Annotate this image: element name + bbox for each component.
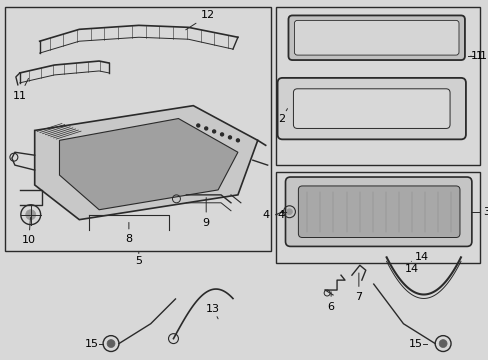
Text: 9: 9 — [202, 198, 209, 228]
Circle shape — [286, 209, 292, 215]
Text: 2: 2 — [277, 109, 287, 123]
Text: 13: 13 — [206, 304, 220, 319]
Text: 4: 4 — [276, 210, 284, 220]
Text: 8: 8 — [125, 222, 132, 244]
FancyBboxPatch shape — [288, 15, 464, 60]
Circle shape — [228, 136, 231, 139]
Circle shape — [236, 139, 239, 142]
Circle shape — [212, 130, 215, 133]
Text: 15: 15 — [408, 338, 423, 348]
Text: 7: 7 — [355, 273, 362, 302]
Text: 6: 6 — [327, 292, 334, 312]
Polygon shape — [60, 118, 238, 210]
FancyBboxPatch shape — [293, 89, 449, 129]
Bar — [275, 6, 479, 165]
Text: 3: 3 — [482, 207, 488, 217]
Polygon shape — [35, 105, 257, 220]
Text: 1: 1 — [479, 51, 486, 61]
Circle shape — [26, 210, 36, 220]
Text: 14: 14 — [404, 261, 418, 274]
Circle shape — [107, 339, 115, 347]
FancyBboxPatch shape — [277, 78, 465, 139]
Text: 14: 14 — [413, 252, 427, 262]
FancyBboxPatch shape — [294, 21, 458, 55]
Circle shape — [196, 124, 199, 127]
Text: 10: 10 — [21, 217, 36, 246]
FancyBboxPatch shape — [298, 186, 459, 238]
Text: 5: 5 — [135, 251, 142, 266]
Text: 1: 1 — [469, 51, 476, 61]
Bar — [275, 172, 479, 263]
Text: 15: 15 — [85, 338, 99, 348]
Circle shape — [204, 127, 207, 130]
Text: 4: 4 — [262, 210, 269, 220]
Bar — [5, 6, 270, 251]
Circle shape — [438, 339, 446, 347]
Text: 12: 12 — [185, 10, 215, 30]
Text: 1: 1 — [475, 51, 482, 61]
Text: 11: 11 — [13, 78, 28, 101]
Circle shape — [220, 133, 223, 136]
FancyBboxPatch shape — [285, 177, 471, 246]
